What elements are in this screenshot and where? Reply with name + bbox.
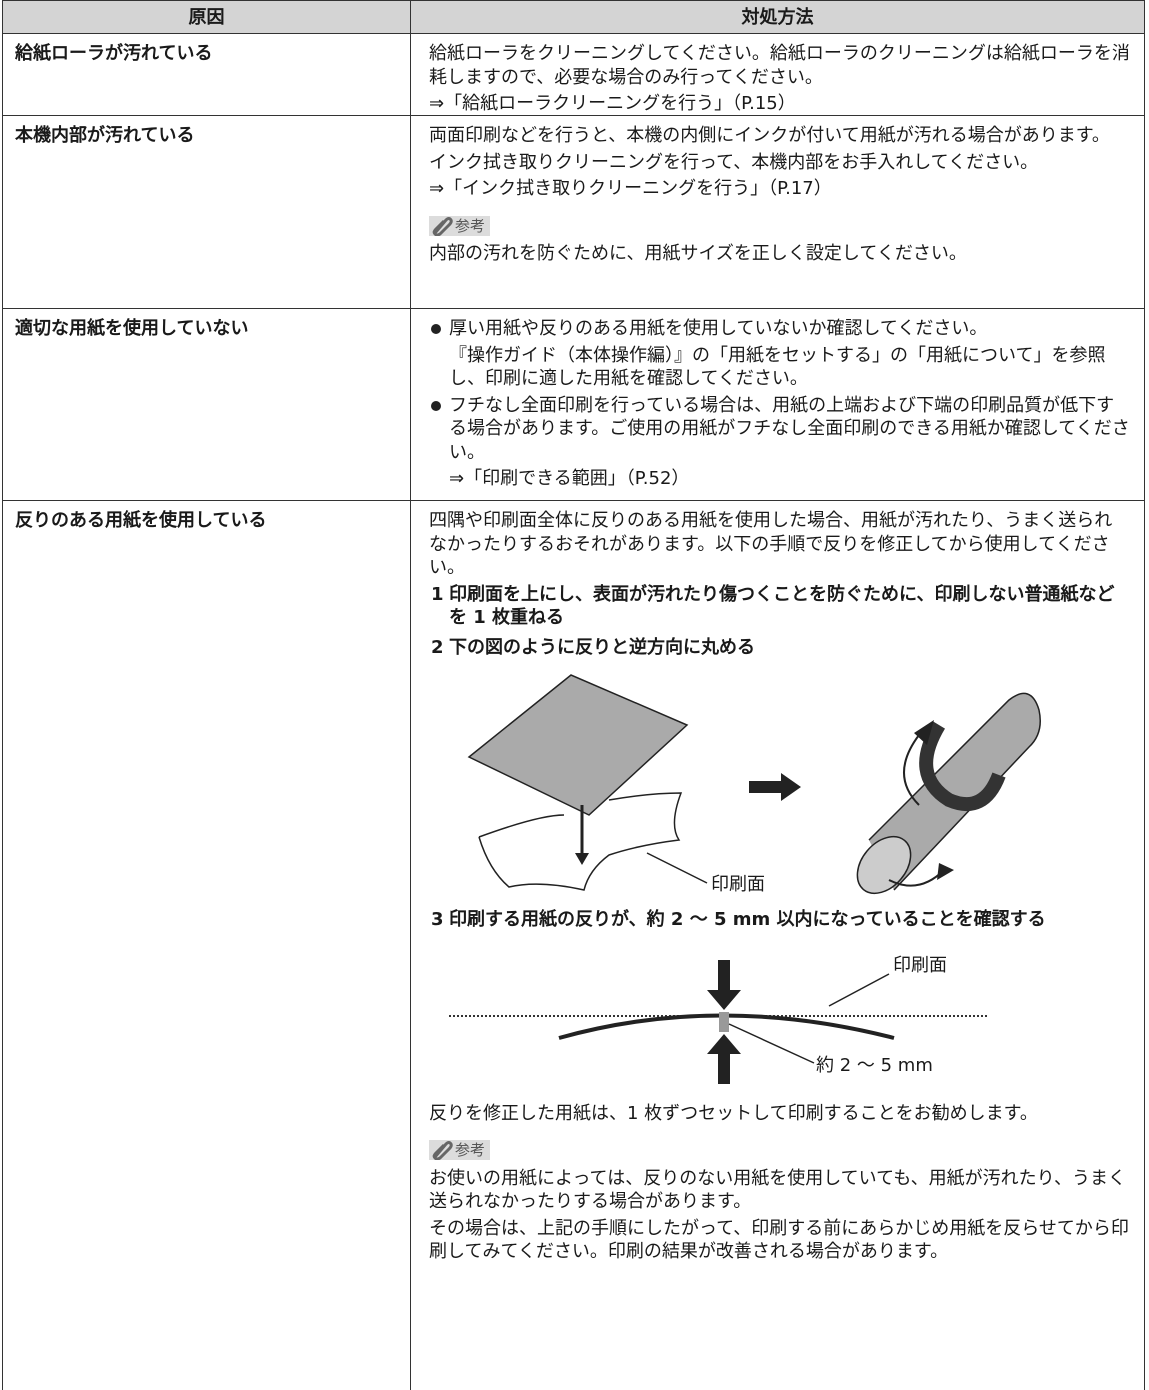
- bullet-text: 厚い用紙や反りのある用紙を使用していないか確認してください。: [449, 318, 988, 339]
- paragraph: 四隅や印刷面全体に反りのある用紙を使用した場合、用紙が汚れたり、うまく送られなか…: [429, 510, 1113, 578]
- header-cell: 対処方法: [741, 7, 814, 28]
- bullet-detail: 『操作ガイド（本体操作編）』の「用紙をセットする」の「用紙について」を参照し、印…: [449, 344, 1106, 390]
- note-text: 内部の汚れを防ぐために、用紙サイズを正しく設定してください。: [429, 243, 967, 264]
- step-text: 印刷面を上にし、表面が汚れたり傷つくことを防ぐために、印刷しない普通紙などを 1…: [449, 583, 1115, 629]
- leader-line: [646, 852, 708, 884]
- paragraph: インク拭き取りクリーニングを行って、本機内部をお手入れしてください。: [429, 151, 1039, 173]
- reference: ⇒「インク拭き取りクリーニングを行う」（P.17）: [429, 178, 832, 199]
- bullet-dot: [431, 400, 441, 411]
- step-number: 2: [431, 636, 444, 658]
- remedy-cell: 厚い用紙や反りのある用紙を使用していないか確認してください。 『操作ガイド（本体…: [411, 309, 1144, 494]
- table-header: 原因 対処方法: [2, 0, 1145, 34]
- gap-mark: [719, 1011, 729, 1032]
- table-row: 反りのある用紙を使用している 四隅や印刷面全体に反りのある用紙を使用した場合、用…: [2, 500, 1145, 1390]
- step-number: 3: [431, 909, 444, 930]
- cause-cell: 給紙ローラが汚れている: [3, 34, 411, 116]
- sheet: [467, 674, 689, 816]
- table-row: 適切な用紙を使用していない 厚い用紙や反りのある用紙を使用していないか確認してく…: [2, 308, 1145, 501]
- cause-cell: 本機内部が汚れている: [3, 116, 411, 309]
- roll: [856, 692, 1041, 895]
- cause-cell: 反りのある用紙を使用している: [3, 501, 411, 1390]
- arrow-up: [707, 1033, 741, 1084]
- arrow-head: [575, 853, 589, 865]
- note-text: その場合は、上記の手順にしたがって、印刷する前にあらかじめ用紙を反らせてから印刷…: [429, 1217, 1129, 1263]
- bullet-dot: [431, 324, 441, 334]
- note-icon: [432, 216, 453, 236]
- note-label: 参考: [455, 216, 486, 235]
- figure-label: 印刷面: [711, 874, 765, 895]
- bullet-detail: ⇒「印刷できる範囲」（P.52）: [449, 468, 690, 489]
- figure-label: 約 2 ～ 5 mm: [816, 1055, 933, 1076]
- reference: ⇒「給紙ローラクリーニングを行う」（P.15）: [429, 93, 796, 114]
- step: 2 下の図のように反りと逆方向に丸める: [429, 636, 1130, 660]
- paragraph: 給紙ローラをクリーニングしてください。給紙ローラのクリーニングは給紙ローラを消耗…: [429, 43, 1130, 88]
- note-tag: 参考: [429, 1140, 491, 1160]
- note-tag: 参考: [429, 215, 491, 236]
- table-row: 本機内部が汚れている 両面印刷などを行うと、本機の内側にインクが付いて用紙が汚れ…: [2, 115, 1145, 309]
- bullet-item: フチなし全面印刷を行っている場合は、用紙の上端および下端の印刷品質が低下する場合…: [429, 394, 1130, 491]
- remedy-cell: 両面印刷などを行うと、本機の内側にインクが付いて用紙が汚れる場合があります。 イ…: [411, 116, 1144, 269]
- bullet-item: 厚い用紙や反りのある用紙を使用していないか確認してください。 『操作ガイド（本体…: [429, 317, 1130, 391]
- figure-roll: 印刷面: [467, 674, 1041, 895]
- step-text: 下の図のように反りと逆方向に丸める: [449, 636, 755, 658]
- step: 1 印刷面を上にし、表面が汚れたり傷つくことを防ぐために、印刷しない普通紙などを …: [429, 583, 1130, 630]
- remedy-cell: 四隅や印刷面全体に反りのある用紙を使用した場合、用紙が汚れたり、うまく送られなか…: [411, 501, 1144, 1267]
- header-cell: 原因: [3, 1, 411, 34]
- note-text: お使いの用紙によっては、反りのない用紙を使用していても、用紙が汚れたり、うまく送…: [429, 1167, 1126, 1213]
- paragraph: 反りを修正した用紙は、1 枚ずつセットして印刷することをお勧めします。: [429, 1102, 1038, 1124]
- leader-line: [728, 1022, 815, 1064]
- figure-curl: 印刷面 約 2 ～ 5 mm: [449, 955, 989, 1084]
- remedy-cell: 給紙ローラをクリーニングしてください。給紙ローラのクリーニングは給紙ローラを消耗…: [411, 34, 1144, 119]
- step: 3 印刷する用紙の反りが、約 2 ～ 5 mm 以内になっていることを確認する: [429, 908, 1130, 932]
- curled-sheet: [478, 792, 683, 891]
- paragraph: 両面印刷などを行うと、本機の内側にインクが付いて用紙が汚れる場合があります。: [429, 125, 1110, 146]
- table-row: 給紙ローラが汚れている 給紙ローラをクリーニングしてください。給紙ローラのクリー…: [2, 33, 1145, 116]
- note-label: 参考: [455, 1141, 486, 1159]
- step-text: 印刷する用紙の反りが、約 2 ～ 5 mm 以内になっていることを確認する: [449, 909, 1046, 930]
- bullet-text: フチなし全面印刷を行っている場合は、用紙の上端および下端の印刷品質が低下する場合…: [449, 394, 1130, 463]
- figure-label: 印刷面: [893, 955, 947, 976]
- step-number: 1: [431, 583, 444, 605]
- arrow-down: [707, 959, 741, 1010]
- cause-cell: 適切な用紙を使用していない: [3, 309, 411, 501]
- arrow-right: [749, 773, 801, 801]
- leader-line: [828, 972, 890, 1007]
- note-icon: [432, 1141, 453, 1160]
